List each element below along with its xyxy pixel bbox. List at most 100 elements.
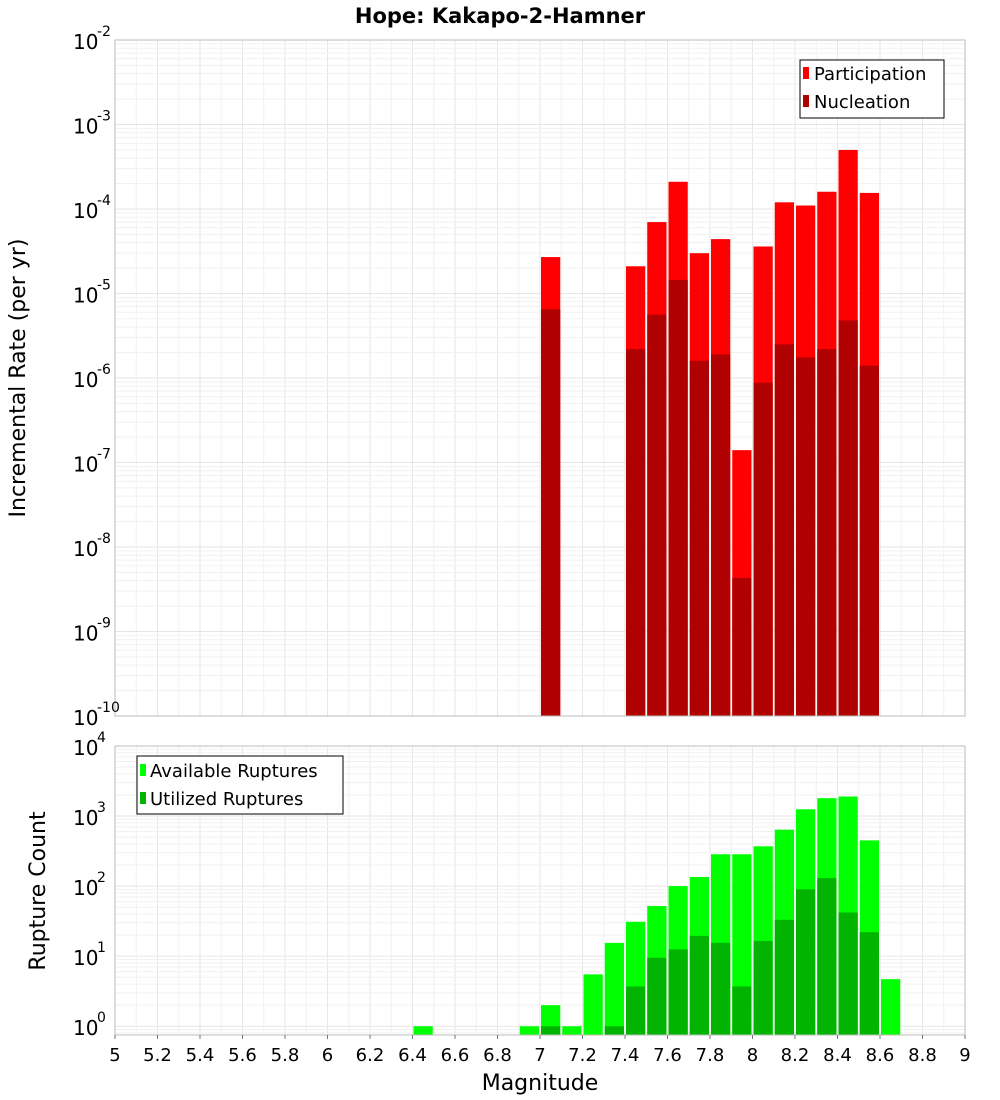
- nucleation-bar: [626, 349, 646, 716]
- top-plot-frame: [114, 39, 966, 717]
- nucleation-bar: [732, 577, 752, 716]
- x-tick-label: 7: [534, 1045, 545, 1066]
- nucleation-bar: [774, 344, 794, 716]
- y-tick-label: 10: [73, 622, 98, 646]
- utilized-ruptures-bar: [668, 949, 688, 1035]
- y-tick-exponent: -3: [97, 109, 111, 125]
- nucleation-bar: [689, 360, 709, 716]
- y-tick-label: 10: [73, 199, 98, 223]
- nucleation-bar: [859, 365, 879, 716]
- x-tick-label: 9: [959, 1045, 970, 1066]
- utilized-ruptures-bar: [604, 1026, 624, 1035]
- y-tick-label: 10: [73, 706, 98, 730]
- y-tick-exponent: -8: [97, 531, 111, 547]
- x-tick-label: 8.6: [866, 1045, 895, 1066]
- utilized-ruptures-bar: [626, 986, 646, 1035]
- legend-nucleation-swatch: [803, 95, 809, 107]
- legend-utilized-label: Utilized Ruptures: [150, 789, 303, 810]
- y-tick-label: 10: [73, 876, 98, 900]
- y-tick-exponent: -2: [97, 24, 111, 40]
- y-tick-exponent: -10: [97, 700, 120, 716]
- x-tick-label: 8.2: [781, 1045, 810, 1066]
- x-tick-label: 6.8: [483, 1045, 512, 1066]
- utilized-ruptures-bar: [753, 940, 773, 1035]
- y-tick-exponent: -9: [97, 616, 111, 632]
- x-tick-label: 6: [322, 1045, 333, 1066]
- nucleation-bar: [753, 382, 773, 716]
- y-tick-exponent: 4: [97, 730, 106, 746]
- y-tick-label: 10: [73, 368, 98, 392]
- x-tick-label: 6.4: [398, 1045, 427, 1066]
- y-tick-label: 10: [73, 284, 98, 308]
- utilized-ruptures-bar: [541, 1026, 561, 1035]
- utilized-ruptures-bar: [732, 986, 752, 1035]
- top-bars: [541, 149, 879, 717]
- y-tick-exponent: -6: [97, 362, 111, 378]
- utilized-ruptures-bar: [859, 932, 879, 1035]
- x-tick-label: 8.4: [823, 1045, 852, 1066]
- x-tick-label: 7.8: [696, 1045, 725, 1066]
- legend-utilized-swatch: [140, 792, 146, 804]
- y-tick-exponent: 3: [97, 800, 106, 816]
- y-tick-label: 10: [73, 537, 98, 561]
- available-ruptures-bar: [413, 1026, 433, 1035]
- y-tick-exponent: 0: [97, 1010, 106, 1026]
- top-grid: [114, 39, 966, 717]
- x-tick-label: 5: [109, 1045, 120, 1066]
- y-tick-label: 10: [73, 806, 98, 830]
- utilized-ruptures-bar: [817, 878, 837, 1035]
- x-tick-label: 8.8: [908, 1045, 937, 1066]
- y-tick-label: 10: [73, 115, 98, 139]
- x-tick-label: 7.4: [611, 1045, 640, 1066]
- bottom-bars: [413, 796, 901, 1035]
- nucleation-bar: [838, 320, 858, 716]
- top-y-axis-title: Incremental Rate (per yr): [6, 239, 31, 518]
- legend-participation-label: Participation: [814, 64, 926, 85]
- available-ruptures-bar: [583, 974, 603, 1035]
- available-ruptures-bar: [562, 1026, 582, 1035]
- x-axis-title: Magnitude: [482, 1071, 599, 1096]
- chart-title: Hope: Kakapo-2-Hamner: [355, 4, 646, 28]
- legend-available-label: Available Ruptures: [150, 761, 318, 782]
- legend-participation-swatch: [803, 67, 809, 79]
- x-ticks: 5 5.2 5.4 5.6 5.8 6 6.2 6.4 6.6 6.8 7 7.2 7.4 7.6 7.8 8…: [109, 1035, 971, 1066]
- y-tick-label: 10: [73, 30, 98, 54]
- y-tick-exponent: 2: [97, 870, 106, 886]
- utilized-ruptures-bar: [647, 957, 667, 1035]
- bottom-legend-box: [136, 755, 344, 815]
- nucleation-bar: [817, 349, 837, 716]
- nucleation-bar: [711, 354, 731, 716]
- y-tick-exponent: -5: [97, 278, 111, 294]
- x-tick-label: 5.8: [271, 1045, 300, 1066]
- y-tick-exponent: -7: [97, 447, 111, 463]
- legend-nucleation-label: Nucleation: [814, 92, 910, 113]
- bottom-y-axis-title: Rupture Count: [26, 811, 51, 971]
- bottom-legend: Available Ruptures Utilized Ruptures: [136, 755, 344, 815]
- x-tick-label: 6.6: [441, 1045, 470, 1066]
- y-tick-exponent: -4: [97, 193, 111, 209]
- utilized-ruptures-bar: [774, 919, 794, 1035]
- x-tick-label: 7.6: [653, 1045, 682, 1066]
- x-tick-label: 6.2: [356, 1045, 385, 1066]
- utilized-ruptures-bar: [796, 889, 816, 1035]
- available-ruptures-bar: [519, 1026, 539, 1035]
- nucleation-bar: [647, 314, 667, 716]
- y-tick-exponent: 1: [97, 940, 106, 956]
- nucleation-bar: [541, 309, 561, 716]
- utilized-ruptures-bar: [689, 935, 709, 1035]
- utilized-ruptures-bar: [838, 912, 858, 1035]
- y-tick-label: 10: [73, 453, 98, 477]
- x-tick-label: 7.2: [568, 1045, 597, 1066]
- y-tick-label: 10: [73, 946, 98, 970]
- x-tick-label: 8: [747, 1045, 758, 1066]
- legend-available-swatch: [140, 764, 146, 776]
- available-ruptures-bar: [604, 942, 624, 1035]
- top-legend-box: [799, 59, 945, 119]
- utilized-ruptures-bar: [711, 942, 731, 1035]
- x-tick-label: 5.2: [143, 1045, 172, 1066]
- top-legend: Participation Nucleation: [799, 59, 945, 119]
- nucleation-bar: [668, 279, 688, 716]
